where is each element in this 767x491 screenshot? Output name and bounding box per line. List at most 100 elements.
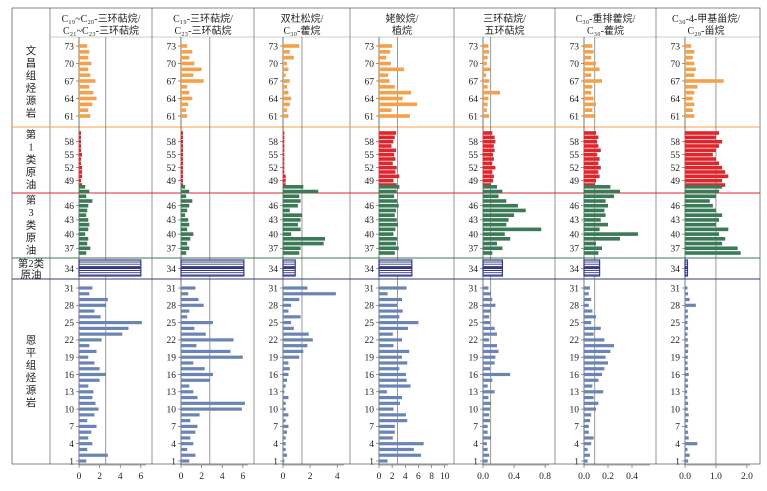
bar (181, 90, 190, 95)
y-tick-label: 31 (365, 284, 375, 294)
y-tick-label: 25 (671, 319, 681, 329)
bar (181, 246, 190, 251)
bar (584, 79, 602, 83)
bar (584, 292, 589, 296)
y-tick-label: 61 (269, 112, 279, 122)
y-tick-label: 49 (570, 177, 580, 187)
bar (79, 218, 89, 222)
panel-title: C₃₀-4-甲基甾烷/ (672, 12, 740, 25)
x-tick-label: 0 (77, 472, 82, 482)
bar (483, 222, 507, 227)
y-tick-label: 40 (570, 230, 580, 240)
y-tick-label: 46 (570, 202, 580, 212)
bar (685, 222, 716, 227)
bar (483, 108, 487, 112)
panel-title: C₁₉-三环萜烷/ (173, 12, 233, 25)
y-tick-label: 70 (671, 60, 681, 70)
bar (181, 148, 184, 153)
bar (483, 395, 489, 400)
y-tick-label: 31 (65, 284, 75, 294)
bar (181, 208, 188, 213)
bar (685, 395, 688, 400)
y-tick-label: 61 (365, 112, 375, 122)
bar (79, 50, 90, 54)
bar (283, 447, 286, 452)
x-tick-label: 6 (416, 472, 421, 482)
bar (685, 246, 738, 251)
bar (379, 174, 400, 179)
bar (181, 213, 186, 217)
y-tick-label: 31 (469, 284, 479, 294)
bar (283, 384, 286, 388)
bar (283, 170, 285, 174)
bar (181, 251, 187, 255)
y-tick-label: 10 (269, 405, 279, 415)
y-tick-label: 52 (269, 164, 279, 174)
y-tick-label: 55 (365, 151, 375, 161)
bar (483, 135, 495, 140)
panel-subtitle: C₃₀-藿烷 (284, 24, 321, 37)
bar (181, 61, 195, 66)
group-label-char: 原 (26, 167, 37, 179)
bar (685, 303, 696, 307)
bar (685, 152, 713, 157)
bar (379, 135, 395, 140)
bar (483, 332, 497, 336)
bar (483, 326, 495, 330)
bar (283, 61, 288, 66)
y-tick-label: 52 (469, 164, 479, 174)
bar (379, 185, 400, 189)
y-tick-label: 13 (671, 388, 681, 398)
bar (584, 303, 589, 307)
bar (283, 174, 286, 179)
bar (181, 170, 184, 174)
y-tick-label: 58 (671, 138, 681, 148)
bar (379, 73, 389, 77)
bar (483, 372, 511, 377)
y-tick-label: 10 (570, 405, 580, 415)
bar (584, 251, 599, 255)
y-tick-label: 7 (369, 423, 374, 433)
y-tick-label: 43 (365, 216, 375, 226)
bar (283, 241, 324, 246)
bar (483, 297, 493, 302)
bar (483, 401, 491, 405)
y-tick-label: 70 (570, 60, 580, 70)
y-tick-label: 70 (365, 60, 375, 70)
bar (483, 453, 490, 457)
y-tick-label: 10 (671, 405, 681, 415)
bar (483, 303, 496, 307)
y-tick-label: 1 (171, 457, 176, 467)
bar (283, 361, 289, 365)
y-tick-label: 7 (473, 423, 478, 433)
bar (283, 55, 294, 60)
x-tick-label: 8 (429, 472, 434, 482)
bar (685, 459, 689, 463)
y-tick-label: 16 (65, 371, 75, 381)
bar (181, 183, 184, 187)
panel-title: C₁₉~C₂₀-三环萜烷/ (62, 12, 141, 25)
bar (584, 453, 590, 457)
x-tick-label: 0.8 (539, 472, 551, 482)
y-tick-label: 31 (167, 284, 177, 294)
bar (685, 50, 695, 54)
bar (584, 286, 590, 290)
bar (181, 309, 190, 313)
bar (79, 232, 86, 236)
y-tick-label: 67 (469, 77, 479, 87)
bar (181, 237, 191, 241)
y-tick-label: 37 (570, 245, 580, 255)
bar (79, 344, 90, 348)
bar (181, 355, 243, 359)
bar (584, 326, 601, 330)
bar (379, 447, 414, 452)
y-tick-label: 16 (671, 371, 681, 381)
y-tick-label: 25 (570, 319, 580, 329)
bar (79, 424, 97, 428)
y-tick-label: 40 (65, 230, 75, 240)
x-tick-label: 6 (138, 472, 143, 482)
bar (79, 367, 100, 371)
bar (181, 227, 188, 232)
bar (379, 401, 401, 405)
bar (584, 96, 594, 101)
